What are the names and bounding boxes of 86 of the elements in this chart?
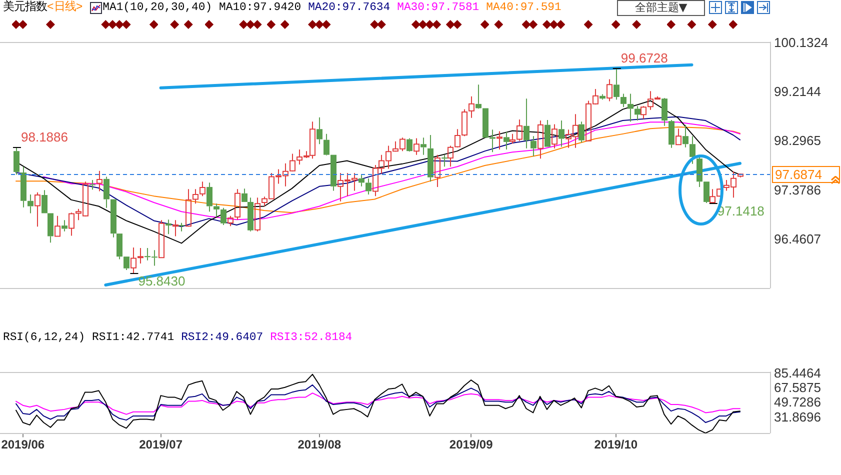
candlestick bbox=[662, 98, 668, 126]
candlestick bbox=[158, 220, 164, 258]
annotation: 97.1418 bbox=[717, 204, 764, 219]
candlestick bbox=[330, 154, 336, 192]
candlestick bbox=[676, 128, 682, 146]
candlestick bbox=[124, 256, 130, 270]
y-tick-label: 31.8696 bbox=[774, 409, 821, 424]
chart-title: RSI(6,12,24) bbox=[3, 331, 86, 345]
candlestick bbox=[206, 182, 212, 212]
y-tick-label: 67.5875 bbox=[774, 380, 821, 396]
candlestick bbox=[428, 134, 434, 182]
candlestick bbox=[90, 180, 96, 190]
text: MA40:97.591 bbox=[486, 1, 562, 15]
candlestick bbox=[496, 130, 502, 150]
candlestick bbox=[42, 190, 48, 214]
candlestick bbox=[358, 174, 364, 187]
candlestick bbox=[620, 93, 626, 108]
candlestick bbox=[242, 188, 248, 202]
candlestick bbox=[54, 215, 60, 237]
candlestick bbox=[48, 213, 54, 244]
annotation: 98.1886 bbox=[21, 130, 68, 145]
candlestick bbox=[28, 194, 34, 214]
text: RSI1:42.7741 bbox=[92, 331, 174, 345]
y-tick-label: 49.7286 bbox=[774, 394, 821, 410]
candlestick bbox=[406, 138, 412, 152]
candlestick bbox=[682, 124, 688, 148]
x-tick-label: 2019/07 bbox=[139, 438, 183, 452]
candlestick bbox=[530, 136, 536, 157]
text: RSI2:49.6407 bbox=[181, 331, 264, 345]
theme-dropdown: 全部主题▼ bbox=[617, 0, 705, 16]
chart-subtitle: <日线> bbox=[47, 1, 83, 15]
y-tick-label: 98.2965 bbox=[774, 133, 821, 148]
candlestick bbox=[504, 131, 510, 150]
candlestick bbox=[20, 166, 26, 208]
annotation: 95.8430 bbox=[138, 274, 186, 289]
candlestick bbox=[166, 219, 172, 235]
y-tick-label: 99.2144 bbox=[774, 84, 821, 100]
legend-title: MA1(10,20,30,40) bbox=[102, 1, 212, 15]
candlestick bbox=[476, 84, 482, 108]
y-tick-label: 85.4464 bbox=[774, 366, 821, 381]
annotation: 99.6728 bbox=[620, 50, 668, 66]
candlestick bbox=[324, 133, 330, 155]
candlestick bbox=[420, 137, 426, 156]
candlestick bbox=[578, 121, 584, 144]
candlestick bbox=[600, 94, 606, 100]
candlestick bbox=[468, 96, 474, 118]
candlestick bbox=[628, 93, 634, 122]
candlestick bbox=[414, 138, 420, 156]
text: MA10:97.9420 bbox=[219, 1, 302, 15]
y-tick-label: 100.1324 bbox=[774, 34, 828, 50]
candlestick bbox=[434, 154, 440, 188]
text: MA30:97.7581 bbox=[397, 1, 480, 15]
candlestick bbox=[634, 106, 640, 122]
candlestick bbox=[172, 220, 178, 237]
y-tick-label: 96.4607 bbox=[774, 232, 821, 247]
candlestick bbox=[668, 120, 674, 148]
candlestick bbox=[552, 124, 558, 149]
candlestick bbox=[366, 178, 372, 195]
candlestick bbox=[538, 120, 544, 160]
candlestick bbox=[704, 182, 710, 204]
candlestick bbox=[104, 176, 110, 208]
candlestick bbox=[214, 203, 220, 218]
candlestick bbox=[690, 136, 696, 164]
candlestick bbox=[34, 192, 40, 228]
candlestick bbox=[614, 67, 620, 100]
ref-line-label: 97.6874 bbox=[775, 167, 822, 182]
candlestick bbox=[442, 154, 448, 168]
candlestick bbox=[96, 170, 102, 192]
candlestick bbox=[110, 199, 116, 238]
candlestick bbox=[544, 120, 550, 147]
candlestick bbox=[178, 222, 184, 232]
candlestick bbox=[558, 120, 564, 148]
x-tick-label: 2019/10 bbox=[594, 438, 638, 452]
chart-title: 美元指数 bbox=[3, 1, 47, 15]
y-tick-label: 97.3786 bbox=[774, 182, 821, 198]
candlestick bbox=[316, 116, 322, 145]
candlestick bbox=[524, 98, 530, 149]
text: RSI3:52.8184 bbox=[270, 331, 352, 345]
candlestick bbox=[116, 234, 122, 260]
x-tick-label: 2019/06 bbox=[1, 438, 45, 452]
x-tick-label: 2019/08 bbox=[298, 438, 342, 452]
candlestick bbox=[248, 197, 254, 232]
candlestick bbox=[220, 207, 226, 226]
text: MA20:97.7634 bbox=[308, 1, 390, 15]
candlestick bbox=[62, 220, 68, 232]
x-tick-label: 2019/09 bbox=[449, 438, 494, 452]
